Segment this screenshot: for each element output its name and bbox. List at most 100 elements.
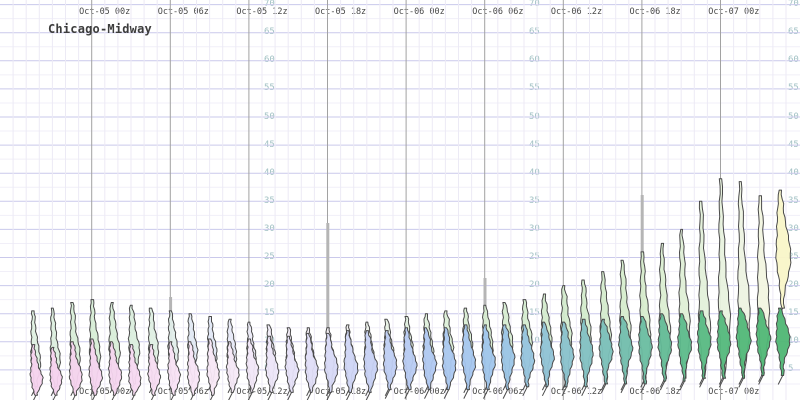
- violin-lower: [480, 324, 496, 391]
- y-tick-label: 15: [529, 308, 540, 319]
- violin-tail: [522, 386, 528, 397]
- violin-lower: [422, 327, 438, 391]
- violin-lower: [657, 313, 673, 382]
- y-tick-label: 20: [529, 280, 540, 291]
- y-tick-label: 10: [529, 336, 540, 347]
- violin-tail: [209, 394, 214, 400]
- violin-lower: [245, 338, 260, 393]
- y-tick-label: 30: [529, 223, 540, 234]
- violin-lower: [186, 341, 200, 396]
- violin-lower: [579, 318, 594, 388]
- time-label-bottom: Oct-06 00z: [393, 387, 445, 397]
- violin-lower: [755, 307, 772, 376]
- violin-tail: [620, 383, 626, 394]
- y-tick-label: 65: [788, 27, 799, 38]
- violin-lower: [225, 341, 240, 393]
- violin-tail: [170, 394, 175, 400]
- y-tick-label: 15: [788, 308, 799, 319]
- violin-lower: [206, 338, 220, 396]
- y-tick-label: 5: [788, 364, 794, 375]
- y-tick-label: 35: [788, 195, 799, 206]
- violin-tail: [561, 386, 568, 397]
- y-tick-label: 65: [529, 27, 540, 38]
- y-tick-label: 20: [264, 280, 275, 291]
- violin-tail: [111, 394, 116, 400]
- violin-lower: [343, 330, 359, 393]
- violin-tail: [52, 394, 57, 400]
- y-tick-label: 60: [264, 55, 275, 66]
- violin-tail: [699, 378, 705, 388]
- violin-lower: [128, 344, 142, 396]
- violin-lower: [735, 307, 752, 379]
- violin-lower: [382, 330, 398, 391]
- y-tick-label: 40: [788, 167, 799, 178]
- violin-tail: [758, 375, 764, 385]
- time-label-top: Oct-06 06z: [472, 7, 524, 17]
- violin-tail: [404, 389, 410, 399]
- violin-tail: [659, 380, 666, 391]
- time-label-top: Oct-07 00z: [708, 7, 760, 17]
- violin-lower: [402, 327, 418, 391]
- violin-lower: [88, 338, 104, 396]
- violin-lower: [598, 318, 614, 385]
- violin-lower: [147, 344, 162, 396]
- time-label-top: Oct-06 18z: [629, 7, 681, 17]
- station-title: Chicago-Midway: [48, 22, 152, 36]
- time-label-top: Oct-05 12z: [236, 7, 288, 17]
- violin-upper: [775, 189, 792, 309]
- y-tick-label: 60: [529, 55, 540, 66]
- y-tick-label: 55: [788, 83, 799, 94]
- y-tick-label: 35: [264, 195, 275, 206]
- violin-lower: [500, 324, 516, 391]
- y-tick-label: 30: [788, 223, 799, 234]
- violin-tail: [679, 380, 685, 391]
- violin-lower: [520, 324, 536, 388]
- y-tick-label: 55: [529, 83, 540, 94]
- y-tick-label: 35: [529, 195, 540, 206]
- y-tick-label: 10: [788, 336, 799, 347]
- violin-tail: [600, 383, 607, 394]
- y-tick-label: 20: [788, 280, 799, 291]
- time-label-bottom: Oct-06 12z: [550, 387, 603, 397]
- violin-tail: [640, 383, 646, 394]
- violin-lower: [697, 310, 712, 379]
- violin-tail: [463, 389, 469, 399]
- violin-tail: [150, 394, 155, 400]
- time-label-top: Oct-05 18z: [315, 7, 367, 17]
- y-tick-label: 30: [264, 223, 275, 234]
- violin-lower: [68, 341, 83, 396]
- violin-lower: [618, 316, 634, 385]
- gray-range-bar: [326, 223, 330, 347]
- violin-tail: [738, 378, 744, 388]
- violin-tail: [190, 394, 194, 400]
- violin-tail: [33, 394, 37, 400]
- time-label-bottom: Oct-07 00z: [708, 387, 760, 397]
- violin-tail: [718, 378, 725, 388]
- violin-lower: [363, 330, 378, 393]
- violin-tail: [228, 392, 233, 400]
- time-label-bottom: Oct-06 18z: [629, 387, 681, 397]
- violin-tail: [483, 389, 489, 399]
- y-tick-label: 45: [264, 139, 275, 150]
- violin-lower: [264, 335, 280, 393]
- violin-lower: [775, 307, 791, 376]
- violin-tail: [502, 389, 509, 399]
- violin-tail: [443, 389, 450, 399]
- violin-lower: [441, 327, 457, 391]
- violin-lower: [461, 324, 477, 391]
- violin-lower: [29, 344, 44, 396]
- violin-tail: [777, 375, 784, 385]
- violin-tail: [581, 386, 587, 397]
- y-tick-label: 40: [529, 167, 540, 178]
- y-tick-label: 60: [788, 55, 799, 66]
- time-label-top: Oct-06 12z: [550, 7, 603, 17]
- violin-lower: [677, 313, 693, 382]
- violin-tail: [131, 394, 135, 400]
- time-label-top: Oct-06 00z: [393, 7, 445, 17]
- y-tick-label: 65: [264, 27, 275, 38]
- violin-tail: [541, 386, 548, 397]
- time-label-top: Oct-05 06z: [157, 7, 209, 17]
- violin-lower: [304, 332, 319, 393]
